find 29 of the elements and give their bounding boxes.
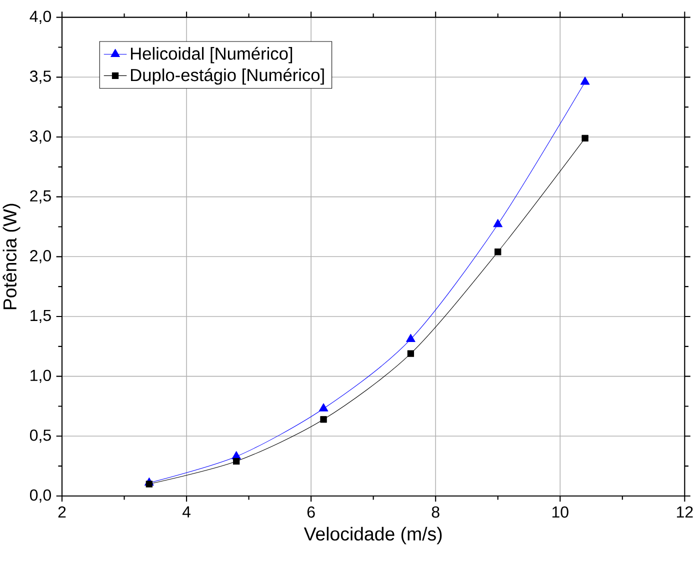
point — [407, 350, 414, 357]
x-tick-label: 8 — [432, 506, 440, 518]
point — [320, 416, 327, 423]
x-axis-title: Velocidade (m/s) — [304, 526, 442, 544]
y-tick-label: 3,0 — [30, 130, 51, 144]
y-tick-label: 3,5 — [30, 70, 51, 84]
legend-label: Duplo-estágio [Numérico] — [131, 68, 324, 85]
point — [493, 219, 503, 228]
y-tick-label: 1,0 — [30, 370, 51, 383]
y-tick-label: 0,0 — [30, 489, 51, 503]
legend-label: Helicoidal [Numérico] — [131, 46, 292, 64]
y-tick-label: 4,0 — [30, 10, 51, 24]
point — [318, 403, 328, 412]
point — [494, 248, 502, 256]
x-tick-label: 10 — [552, 506, 568, 518]
point — [233, 458, 240, 465]
y-tick-label: 2,0 — [30, 250, 51, 264]
x-tick-label: 4 — [182, 506, 191, 518]
y-tick-label: 1,5 — [30, 310, 51, 324]
point — [406, 334, 416, 342]
x-tick-label: 6 — [307, 506, 315, 518]
y-tick-label: 2,5 — [30, 190, 51, 204]
x-tick-label: 2 — [58, 506, 66, 518]
y-axis-title: Potência (W) — [2, 204, 20, 310]
y-tick-label: 0,5 — [30, 430, 51, 443]
point — [146, 480, 153, 488]
x-tick-label: 12 — [676, 506, 693, 518]
point — [582, 134, 588, 142]
point — [580, 76, 590, 85]
